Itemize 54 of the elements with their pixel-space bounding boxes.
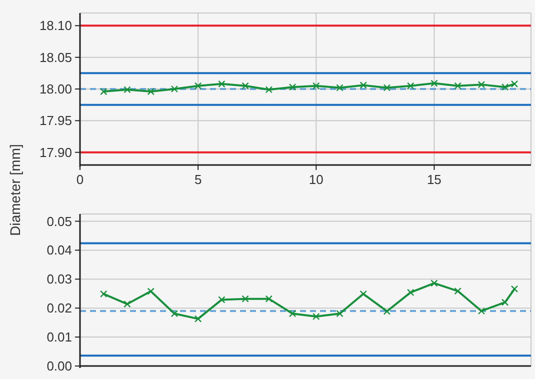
point [478,307,486,315]
point [100,88,108,96]
point [501,84,509,91]
point [360,82,367,89]
point [383,308,391,315]
x-tick-label: 10 [308,172,324,187]
point [454,287,462,295]
point [242,295,249,302]
x-tick-label: 0 [76,172,84,187]
y-axis-title: Diameter [mm] [7,144,23,236]
point [501,298,509,306]
point [430,280,438,287]
point [510,80,518,88]
point [336,310,344,318]
point [194,82,202,90]
point [265,86,272,94]
point [312,82,320,90]
y-tick-label: 0.01 [46,330,72,345]
point [147,88,154,96]
point [406,288,414,296]
point [383,84,391,92]
point [454,82,462,90]
point [242,82,249,90]
y-tick-label: 18.10 [39,18,72,34]
point [406,82,414,90]
point [430,80,438,87]
y-tick-label: 0.05 [46,214,72,229]
point [218,80,226,88]
x-tick-label: 15 [426,172,442,187]
y-tick-label: 18.05 [39,50,72,65]
point [170,310,178,318]
y-tick-label: 18.00 [39,82,72,97]
point [478,80,486,88]
y-tick-label: 0.00 [46,358,72,374]
point [124,86,131,94]
point [360,290,367,298]
point [124,300,131,308]
point [194,315,202,322]
point [336,84,344,92]
point [147,288,154,295]
point [170,85,178,93]
y-tick-label: 17.95 [39,113,72,128]
point [510,285,518,293]
point [218,296,226,304]
y-tick-label: 0.04 [46,242,72,258]
point [265,295,272,302]
y-tick-label: 0.02 [46,300,72,316]
y-tick-label: 0.03 [46,272,72,287]
point [288,84,296,91]
point [100,290,108,298]
point [288,310,296,318]
x-tick-label: 5 [194,172,202,187]
point [312,312,320,320]
y-tick-label: 17.90 [39,144,72,160]
